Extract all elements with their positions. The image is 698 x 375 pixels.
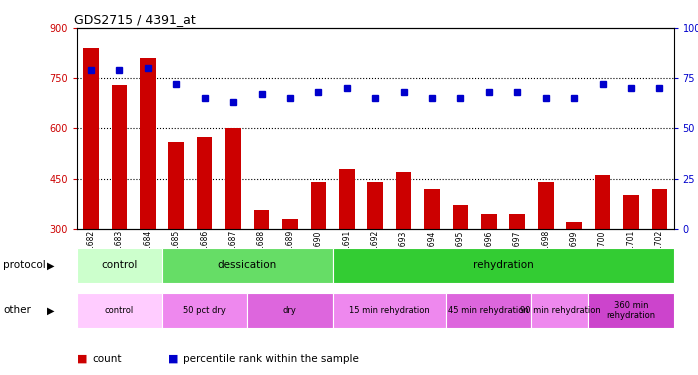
Bar	[510, 214, 525, 229]
Bar	[623, 195, 639, 229]
Text: control: control	[101, 260, 138, 270]
Bar	[311, 182, 326, 229]
Bar	[424, 189, 440, 229]
Bar	[77, 292, 162, 328]
Text: 45 min rehydration: 45 min rehydration	[449, 306, 529, 315]
Bar	[197, 137, 212, 229]
Bar	[168, 142, 184, 229]
Bar	[566, 222, 582, 229]
Text: 50 pct dry: 50 pct dry	[184, 306, 226, 315]
Text: ■: ■	[168, 354, 178, 364]
Bar	[140, 58, 156, 229]
Bar	[83, 48, 99, 229]
Text: dessication: dessication	[218, 260, 277, 270]
Bar	[452, 206, 468, 229]
Text: ■: ■	[77, 354, 87, 364]
Bar	[282, 219, 298, 229]
Bar	[162, 292, 247, 328]
Bar	[332, 248, 674, 283]
Text: 360 min
rehydration: 360 min rehydration	[607, 301, 655, 320]
Text: ▶: ▶	[47, 305, 55, 315]
Text: 15 min rehydration: 15 min rehydration	[349, 306, 430, 315]
Text: rehydration: rehydration	[473, 260, 533, 270]
Bar	[367, 182, 383, 229]
Text: dry: dry	[283, 306, 297, 315]
Bar	[162, 248, 332, 283]
Bar	[247, 292, 332, 328]
Text: control: control	[105, 306, 134, 315]
Text: percentile rank within the sample: percentile rank within the sample	[183, 354, 359, 364]
Bar	[225, 128, 241, 229]
Text: GDS2715 / 4391_at: GDS2715 / 4391_at	[74, 13, 195, 26]
Bar	[588, 292, 674, 328]
Bar	[446, 292, 531, 328]
Bar	[481, 214, 497, 229]
Bar	[253, 210, 269, 229]
Bar	[538, 182, 554, 229]
Text: protocol: protocol	[3, 260, 46, 270]
Bar	[332, 292, 446, 328]
Bar	[595, 175, 610, 229]
Text: 90 min rehydration: 90 min rehydration	[519, 306, 600, 315]
Text: other: other	[3, 305, 31, 315]
Bar	[77, 248, 162, 283]
Text: count: count	[92, 354, 121, 364]
Bar	[396, 172, 411, 229]
Bar	[531, 292, 588, 328]
Bar	[339, 169, 355, 229]
Bar	[112, 85, 127, 229]
Text: ▶: ▶	[47, 260, 55, 270]
Bar	[651, 189, 667, 229]
